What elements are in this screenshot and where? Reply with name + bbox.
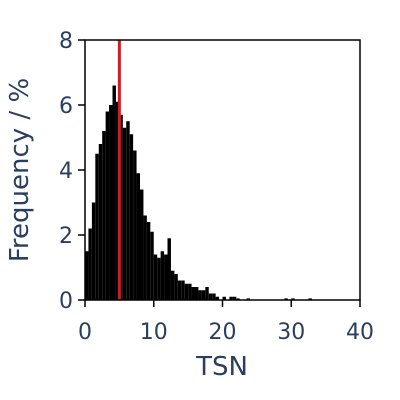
y-tick-label: 0 <box>59 289 73 314</box>
histogram-bar <box>170 270 175 300</box>
histogram-bar <box>133 150 137 300</box>
histogram-bar <box>174 274 178 300</box>
histogram-bar <box>236 298 240 300</box>
histogram-bar <box>146 222 151 300</box>
histogram-bar <box>291 298 295 300</box>
histogram-bar <box>109 105 113 300</box>
histogram-bar <box>143 215 147 300</box>
histogram-bar <box>232 296 237 300</box>
x-tick-label: 30 <box>277 320 305 345</box>
x-tick-label: 0 <box>78 320 92 345</box>
histogram-bar <box>153 254 158 300</box>
histogram-bar <box>122 127 127 300</box>
histogram-bar <box>88 228 92 300</box>
histogram-bar <box>208 293 213 300</box>
histogram-bar <box>212 293 216 300</box>
histogram-bar <box>164 254 168 300</box>
histogram-bar <box>284 298 288 300</box>
histogram-bar <box>126 121 130 300</box>
x-axis-title: TSN <box>195 352 248 382</box>
histogram-bar <box>195 287 199 300</box>
histogram-bar <box>119 114 123 300</box>
histogram-bar <box>105 111 110 300</box>
histogram-bar <box>308 298 312 300</box>
histogram-bar <box>140 189 144 300</box>
histogram-bar <box>205 287 209 300</box>
y-tick-label: 8 <box>59 29 73 54</box>
x-tick-label: 20 <box>209 320 237 345</box>
histogram-bar <box>188 283 192 300</box>
histogram-bar <box>177 280 182 300</box>
y-tick-label: 2 <box>59 224 73 249</box>
histogram-bar <box>160 251 165 300</box>
histogram-bar <box>95 153 99 300</box>
x-axis-ticks: 0 10 20 30 40 <box>78 300 374 345</box>
histogram-bar <box>184 283 189 300</box>
x-tick-label: 40 <box>346 320 374 345</box>
histogram-bar <box>157 257 161 300</box>
histogram-bar <box>102 131 106 300</box>
histogram-bar <box>115 101 120 300</box>
histogram-bar <box>136 173 140 300</box>
y-axis-ticks: 0 2 4 6 8 <box>59 29 85 314</box>
histogram-bar <box>191 287 195 300</box>
histogram-bar <box>222 296 226 300</box>
histogram-bar <box>129 134 134 300</box>
histogram-bar <box>201 290 206 300</box>
x-tick-label: 10 <box>140 320 168 345</box>
histogram-bar <box>215 296 220 300</box>
histogram-bar <box>112 85 116 300</box>
histogram-bar <box>98 144 103 300</box>
y-tick-label: 4 <box>59 159 73 184</box>
histogram-bar <box>229 296 233 300</box>
histogram-bar <box>150 231 154 300</box>
y-axis-title: Frequency / % <box>5 78 35 262</box>
histogram-bar <box>167 238 171 300</box>
histogram-bar <box>85 251 89 300</box>
histogram-bar <box>91 202 96 300</box>
histogram-bar <box>198 290 202 300</box>
histogram-bars <box>85 85 312 300</box>
histogram-bar <box>246 298 250 300</box>
histogram-bar <box>181 280 185 300</box>
y-tick-label: 6 <box>59 94 73 119</box>
